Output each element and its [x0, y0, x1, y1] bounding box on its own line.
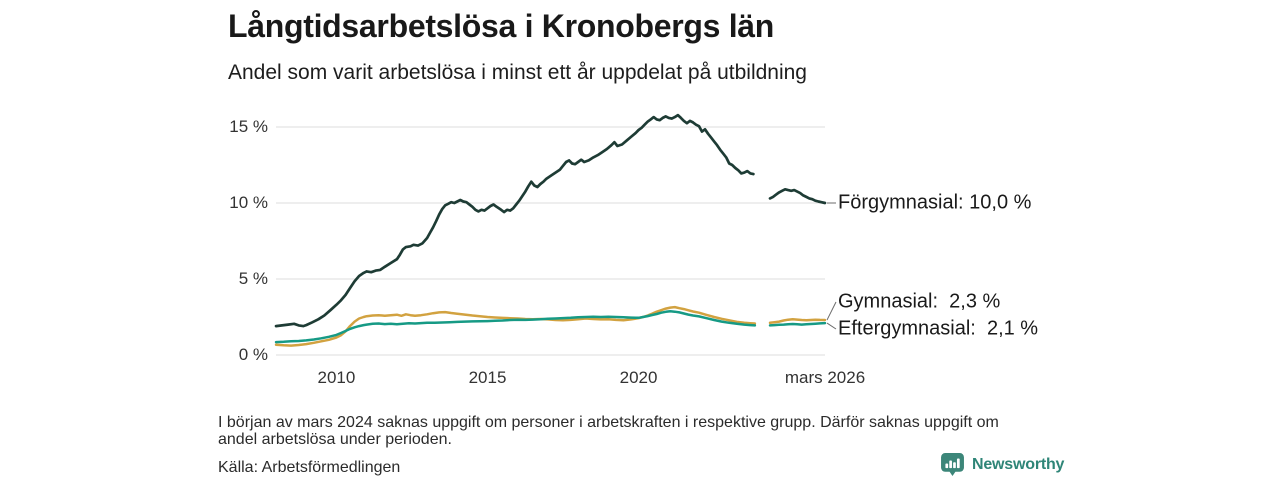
- chart-title: Långtidsarbetslösa i Kronobergs län: [228, 8, 775, 44]
- label-connector: [826, 322, 837, 330]
- y-tick-label: 0 %: [238, 345, 268, 364]
- x-tick-label: 2010: [317, 368, 356, 387]
- y-tick-label: 5 %: [238, 269, 268, 288]
- series-line-gymnasial: [274, 305, 827, 347]
- x-tick-label: 2020: [619, 368, 658, 387]
- footnote-line-2: andel arbetslösa under perioden.: [218, 431, 452, 448]
- x-tick-label: mars 2026: [784, 368, 866, 387]
- label-connector: [826, 301, 837, 321]
- series-label-förgymnasial: Förgymnasial: 10,0 %: [838, 191, 1032, 214]
- newsworthy-logo-icon: [941, 453, 964, 476]
- y-tick-label: 10 %: [229, 193, 268, 212]
- chart-subtitle: Andel som varit arbetslösa i minst ett å…: [228, 61, 807, 84]
- footnote-line-1: I början av mars 2024 saknas uppgift om …: [218, 414, 999, 431]
- newsworthy-wordmark: Newsworthy: [972, 455, 1065, 473]
- series-line-eftergymnasial: [274, 309, 827, 344]
- footnote: I början av mars 2024 saknas uppgift om …: [218, 414, 1068, 448]
- y-tick-label: 15 %: [229, 117, 268, 136]
- source-label: Källa: Arbetsförmedlingen: [218, 459, 401, 476]
- series-line-förgymnasial: [274, 113, 827, 328]
- x-tick-label: 2015: [468, 368, 507, 387]
- brand-lockup: Newsworthy: [940, 452, 1064, 477]
- series-label-gymnasial: Gymnasial: 2,3 %: [838, 290, 1001, 313]
- series-label-eftergymnasial: Eftergymnasial: 2,1 %: [838, 317, 1039, 340]
